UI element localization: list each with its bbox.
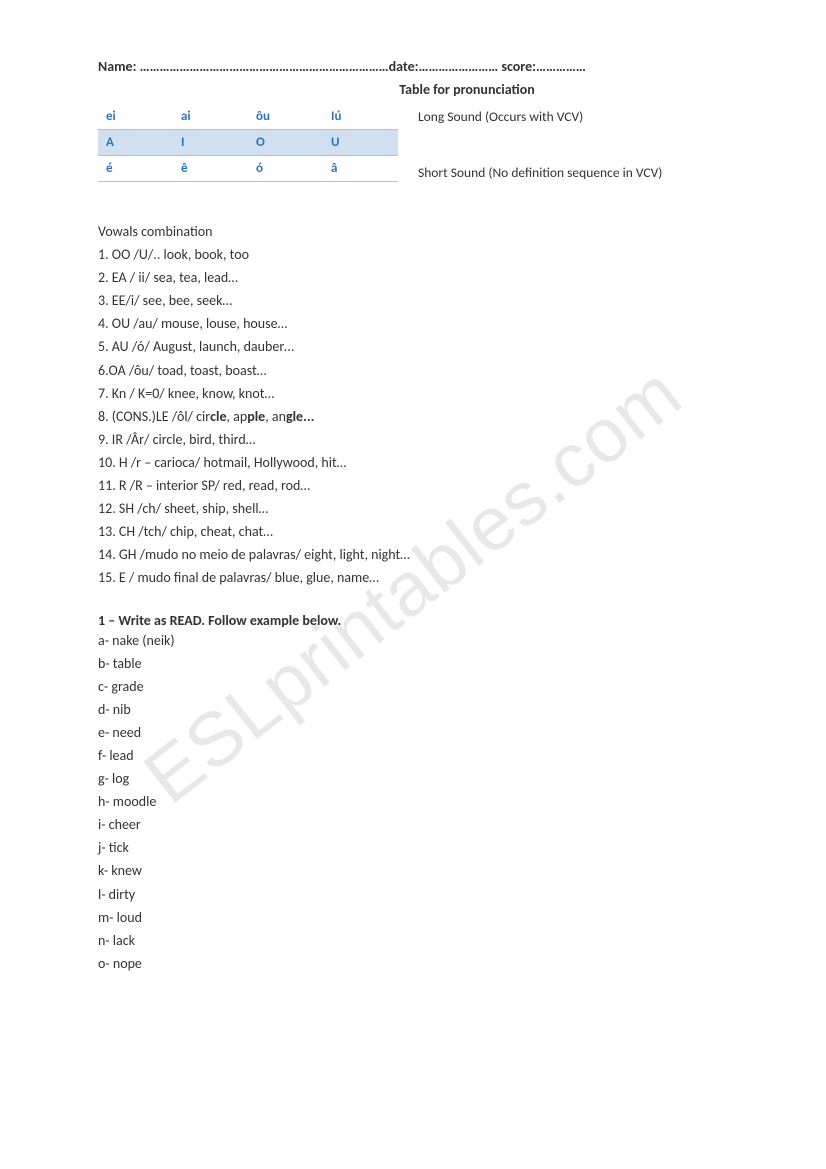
vowels-section: Vowals combination 1. OO /U/.. look, boo… — [98, 220, 736, 590]
score-dots: …………… — [536, 58, 586, 75]
exercise-heading: 1 – Write as READ. Follow example below. — [98, 612, 736, 629]
list-item: 3. EE/i/ see, bee, seek… — [98, 289, 736, 312]
list-item: n- lack — [98, 929, 736, 952]
table-row-short: é ê ó â — [98, 156, 398, 182]
list-item: o- nope — [98, 952, 736, 975]
score-label: score: — [498, 58, 536, 75]
list-item: 14. GH /mudo no meio de palavras/ eight,… — [98, 543, 736, 566]
table-row-long: ei ai ôu Iú — [98, 104, 398, 130]
list-item: 7. Kn / K=0/ knee, know, knot… — [98, 382, 736, 405]
exercise-list: a- nake (neik) b- table c- grade d- nib … — [98, 629, 736, 975]
date-dots: …………………… — [419, 58, 499, 75]
pronunciation-table: ei ai ôu Iú A I O U é ê ó â — [98, 104, 398, 182]
header-line: Name: …………………………………………………………………date:…………… — [98, 58, 736, 75]
list-item: 1. OO /U/.. look, book, too — [98, 243, 736, 266]
cell: ôu — [248, 104, 323, 130]
cell: ó — [248, 156, 323, 182]
list-item: 9. IR /Âr/ circle, bird, third… — [98, 428, 736, 451]
list-item: 6.OA /ôu/ toad, toast, boast… — [98, 359, 736, 382]
list-item: l- dirty — [98, 883, 736, 906]
cell: Iú — [323, 104, 398, 130]
list-item: d- nib — [98, 698, 736, 721]
list-item: k- knew — [98, 859, 736, 882]
cell: é — [98, 156, 173, 182]
list-item: 8. (CONS.)LE /ôl/ circle, apple, angle..… — [98, 405, 736, 428]
list-item: f- lead — [98, 744, 736, 767]
list-item: c- grade — [98, 675, 736, 698]
cell: ai — [173, 104, 248, 130]
list-item: m- loud — [98, 906, 736, 929]
page-title: Table for pronunciation — [198, 81, 736, 98]
cell: â — [323, 156, 398, 182]
cell: U — [323, 130, 398, 156]
list-item: h- moodle — [98, 790, 736, 813]
name-dots: ………………………………………………………………… — [140, 58, 389, 75]
list-item: 5. AU /ó/ August, launch, dauber… — [98, 335, 736, 358]
list-item: a- nake (neik) — [98, 629, 736, 652]
cell: ê — [173, 156, 248, 182]
list-item: b- table — [98, 652, 736, 675]
vowels-heading: Vowals combination — [98, 220, 736, 243]
list-item: 13. CH /tch/ chip, cheat, chat… — [98, 520, 736, 543]
cell: O — [248, 130, 323, 156]
list-item: 10. H /r – carioca/ hotmail, Hollywood, … — [98, 451, 736, 474]
cell: A — [98, 130, 173, 156]
list-item: 15. E / mudo final de palavras/ blue, gl… — [98, 566, 736, 589]
list-item: g- log — [98, 767, 736, 790]
list-item: 11. R /R – interior SP/ red, read, rod… — [98, 474, 736, 497]
long-sound-label: Long Sound (Occurs with VCV) — [418, 108, 583, 125]
list-item: i- cheer — [98, 813, 736, 836]
list-item: e- need — [98, 721, 736, 744]
list-item: 12. SH /ch/ sheet, ship, shell… — [98, 497, 736, 520]
list-item: 2. EA / ii/ sea, tea, lead… — [98, 266, 736, 289]
short-sound-label: Short Sound (No definition sequence in V… — [418, 164, 662, 181]
date-label: date: — [389, 58, 419, 75]
name-label: Name: — [98, 58, 140, 75]
cell: I — [173, 130, 248, 156]
list-item: 4. OU /au/ mouse, louse, house… — [98, 312, 736, 335]
table-row-vowels: A I O U — [98, 130, 398, 156]
cell: ei — [98, 104, 173, 130]
list-item: j- tick — [98, 836, 736, 859]
